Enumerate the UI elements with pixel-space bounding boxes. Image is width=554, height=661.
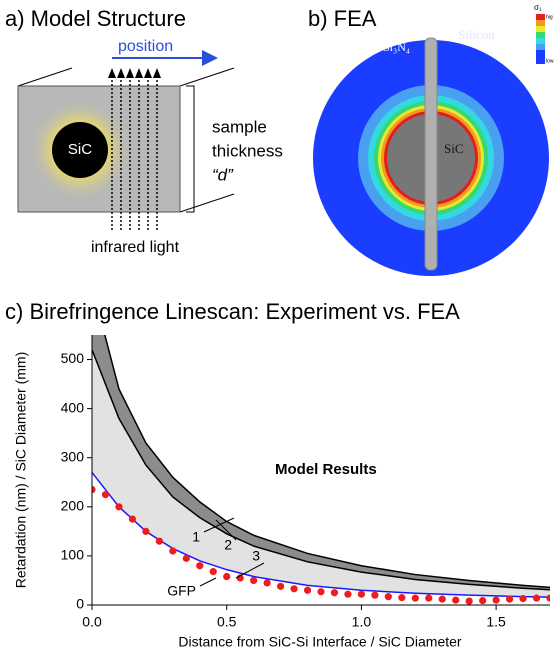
edge — [179, 193, 235, 213]
data-point — [263, 579, 271, 587]
core-label: SiC — [68, 141, 92, 158]
x-tick-label: 1.5 — [486, 614, 506, 630]
sample-label: sample — [212, 117, 267, 136]
band — [92, 349, 550, 598]
annotation: Model Results — [275, 461, 377, 478]
data-point — [546, 594, 550, 602]
scale-title: σ₁ — [534, 3, 542, 12]
data-point — [532, 594, 541, 602]
data-point — [182, 554, 190, 562]
x-tick-label: 0.0 — [82, 614, 102, 630]
edge — [179, 67, 235, 87]
data-point — [425, 594, 433, 602]
data-point — [209, 568, 217, 576]
y-axis-label: Retardation (nm) / SiC Diameter (mm) — [13, 352, 29, 589]
data-point — [115, 503, 123, 511]
series-label: 1 — [192, 529, 200, 545]
y-tick-label: 100 — [61, 547, 85, 563]
edge — [17, 67, 73, 87]
plot-area — [92, 335, 550, 605]
sic-core — [52, 122, 108, 178]
data-point — [479, 596, 487, 605]
panel-title: b) FEA — [308, 6, 377, 31]
y-tick-label: 200 — [61, 498, 85, 514]
panel-title: a) Model Structure — [5, 6, 186, 31]
series-label: 2 — [224, 537, 232, 553]
data-point — [398, 594, 406, 602]
data-point — [330, 589, 339, 597]
data-point — [101, 490, 110, 499]
data-point — [344, 590, 352, 598]
position-label: position — [118, 38, 173, 55]
light-rays — [111, 76, 158, 232]
series-label: 3 — [252, 548, 260, 564]
ray-heads — [108, 68, 161, 78]
data-point — [223, 572, 231, 581]
x-axis-label: Distance from SiC-Si Interface / SiC Dia… — [178, 634, 462, 650]
x-tick-label: 1.0 — [352, 614, 372, 630]
panel-a: a) Model Structure position SiC sample t… — [5, 6, 283, 256]
data-point — [169, 547, 177, 555]
leader — [215, 519, 237, 541]
silicon-label: Silicon — [458, 27, 495, 42]
sample-label: “d” — [212, 165, 234, 184]
series-line — [92, 349, 550, 591]
light-label: infrared light — [91, 239, 180, 256]
scale-high: hig — [546, 14, 553, 20]
nitride-label: Si₃N₄ — [383, 40, 410, 54]
data-point — [452, 596, 460, 604]
leader — [203, 517, 235, 533]
nitride-bar — [424, 37, 438, 271]
data-point — [276, 582, 285, 590]
leader — [235, 562, 265, 579]
sample-label: thickness — [212, 141, 283, 160]
data-point — [465, 597, 473, 605]
y-tick-label: 500 — [61, 350, 85, 366]
plot: 0 100 200 300 400 500 0.0 0.5 1.0 1.5 1 2 3 GFP Model … — [61, 335, 550, 630]
core-label: SiC — [444, 141, 464, 156]
data-point — [438, 595, 446, 603]
data-point — [411, 594, 419, 602]
data-point — [357, 590, 366, 598]
data-point — [92, 486, 96, 494]
data-point — [250, 576, 258, 585]
color-scale — [536, 14, 545, 64]
data-point — [492, 596, 500, 604]
x-tick-label: 0.5 — [217, 614, 237, 630]
y-tick-label: 0 — [76, 596, 84, 612]
data-point — [128, 515, 137, 523]
data-point — [519, 595, 527, 603]
data-point — [317, 588, 325, 596]
y-tick-label: 300 — [61, 448, 85, 464]
data-point — [505, 595, 514, 603]
leader — [199, 577, 217, 587]
data-point — [384, 593, 392, 601]
series-line — [104, 335, 550, 589]
data-point — [155, 537, 163, 545]
y-tick-label: 400 — [61, 399, 85, 415]
data-point — [196, 562, 204, 570]
data-point — [142, 527, 150, 535]
data-point — [371, 591, 379, 599]
chart-title: c) Birefringence Linescan: Experiment vs… — [5, 299, 460, 324]
series-label: GFP — [167, 583, 196, 599]
data-point — [290, 585, 298, 593]
scale-low: low — [546, 58, 554, 64]
data-point — [303, 586, 312, 594]
panel-b: b) FEA Si₃N₄ Silicon SiC σ₁ hig low — [308, 3, 554, 276]
thickness-bracket — [186, 85, 195, 213]
